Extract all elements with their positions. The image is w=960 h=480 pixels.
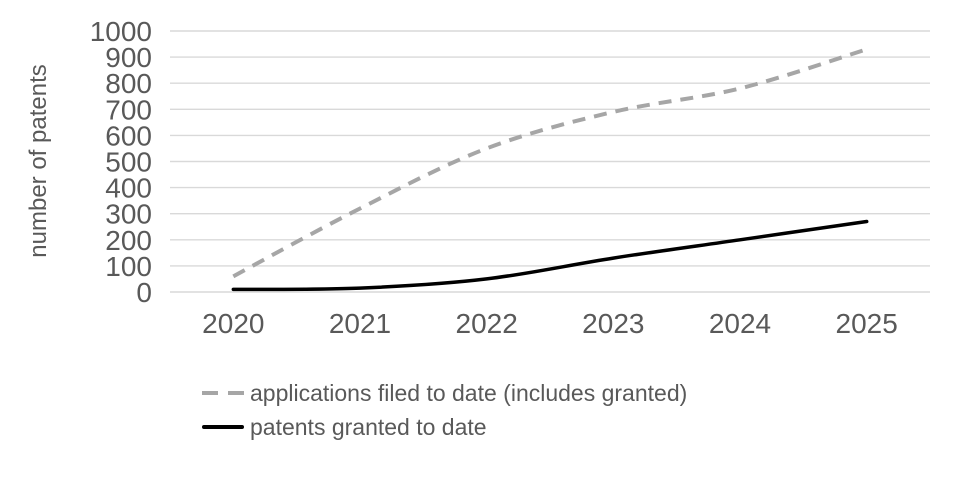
y-axis-tick-label: 700: [105, 94, 152, 125]
series-line-patents-granted: [231, 219, 869, 292]
x-axis-tick-label: 2025: [836, 308, 898, 339]
gridlines: [170, 30, 930, 293]
x-axis-tick-label: 2023: [582, 308, 644, 339]
y-axis-tick-label: 0: [136, 277, 152, 308]
y-axis-tick-label: 600: [105, 120, 152, 151]
legend: applications filed to date (includes gra…: [202, 376, 687, 444]
y-axis-tick-label: 100: [105, 251, 152, 282]
y-axis-tick-label: 900: [105, 42, 152, 73]
legend-label-patents-granted: patents granted to date: [250, 413, 487, 440]
y-axis-tick-label: 800: [105, 68, 152, 99]
x-axis-tick-label: 2020: [202, 308, 264, 339]
y-axis-title: number of patents: [25, 64, 52, 257]
y-axis-tick-label: 400: [105, 173, 152, 204]
legend-item-applications-filed: applications filed to date (includes gra…: [202, 376, 687, 410]
x-axis-tick-label: 2022: [456, 308, 518, 339]
y-axis-tick-label: 1000: [90, 16, 152, 47]
x-axis-tick-label: 2021: [329, 308, 391, 339]
y-axis-tick-label: 200: [105, 225, 152, 256]
y-axis-tick-label: 500: [105, 147, 152, 178]
x-axis-tick-labels: 2020 2021 2022 2023 2024 2025: [202, 308, 898, 339]
x-axis-tick-label: 2024: [709, 308, 771, 339]
legend-item-patents-granted: patents granted to date: [202, 410, 687, 444]
solid-line-marker-icon: [202, 425, 244, 429]
data-series-lines: [231, 47, 869, 292]
y-axis-tick-label: 300: [105, 199, 152, 230]
legend-label-applications-filed: applications filed to date (includes gra…: [250, 379, 688, 406]
series-line-applications-filed: [232, 47, 868, 279]
dashed-line-marker-icon: [202, 391, 244, 395]
